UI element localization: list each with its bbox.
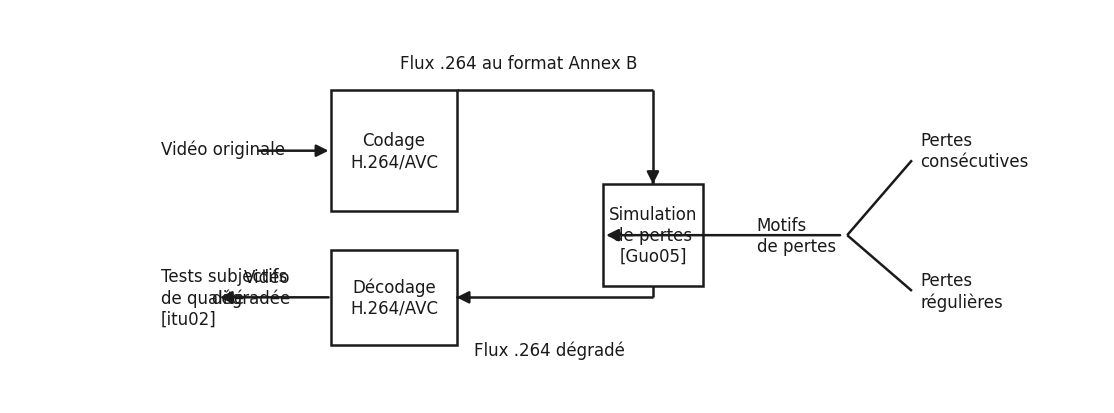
Bar bbox=[604, 185, 703, 287]
Bar bbox=[331, 91, 457, 212]
Text: Tests subjectifs
de qualité
[itu02]: Tests subjectifs de qualité [itu02] bbox=[160, 268, 287, 328]
Text: Vidéo originale: Vidéo originale bbox=[160, 140, 285, 159]
Text: Simulation
de pertes
[Guo05]: Simulation de pertes [Guo05] bbox=[608, 206, 697, 265]
Text: Vidéo
dégradée: Vidéo dégradée bbox=[211, 268, 291, 308]
Text: Pertes
consécutives: Pertes consécutives bbox=[920, 132, 1029, 171]
Text: Décodage
H.264/AVC: Décodage H.264/AVC bbox=[350, 278, 438, 317]
Text: Codage
H.264/AVC: Codage H.264/AVC bbox=[350, 132, 438, 171]
Text: Flux .264 dégradé: Flux .264 dégradé bbox=[473, 341, 625, 359]
Text: Pertes
régulières: Pertes régulières bbox=[920, 272, 1004, 311]
Text: Motifs
de pertes: Motifs de pertes bbox=[756, 216, 836, 255]
Text: Flux .264 au format Annex B: Flux .264 au format Annex B bbox=[400, 55, 638, 73]
Bar bbox=[331, 250, 457, 345]
